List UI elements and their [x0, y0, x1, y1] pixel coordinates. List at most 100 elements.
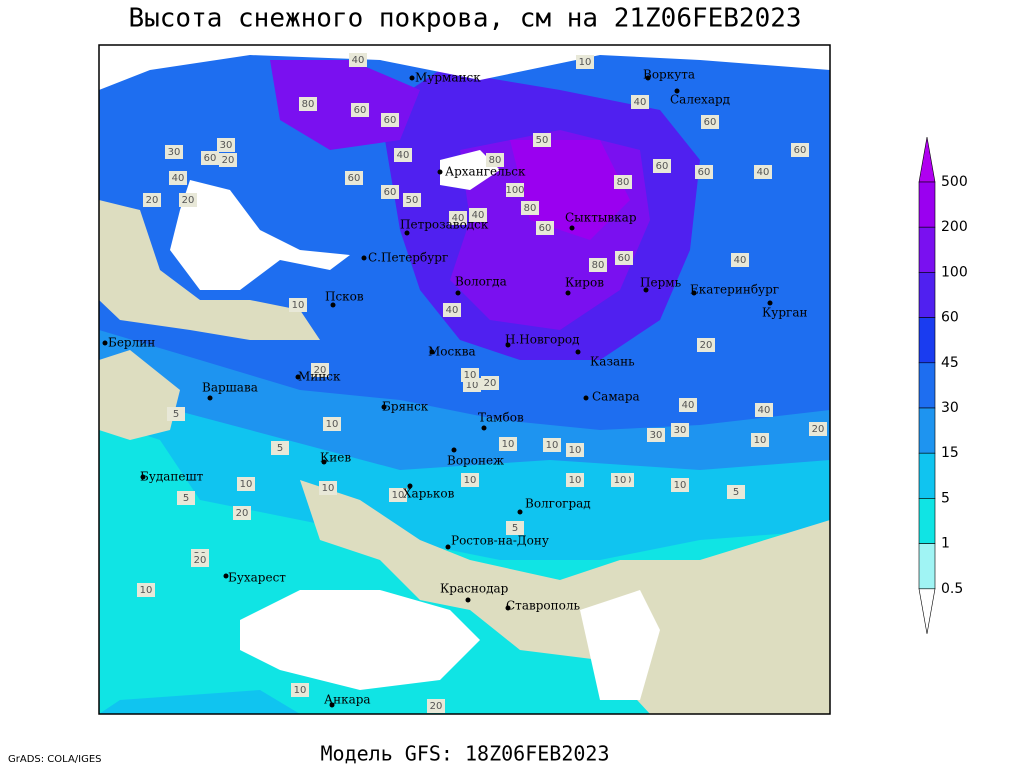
contour-label: 30 — [168, 147, 181, 158]
city-dot — [429, 349, 435, 355]
colorbar-segment — [918, 181, 936, 228]
contour-label-box — [427, 699, 445, 713]
city-label: Варшава — [202, 381, 258, 395]
city-label: Курган — [762, 306, 807, 320]
city-dot — [674, 88, 680, 94]
contour-label-box — [403, 193, 421, 207]
city-dot — [361, 255, 367, 261]
contour-label-box — [291, 683, 309, 697]
cities: Мурманск Воркута Салехард Архангельск Сыктыв… — [102, 68, 807, 708]
contour-label-box — [755, 403, 773, 417]
city-label: Киев — [320, 451, 351, 465]
city-dot — [404, 230, 410, 236]
contour-label: 10 — [502, 439, 515, 450]
contour-label-box — [217, 138, 235, 152]
city-dot — [409, 75, 415, 81]
city-dot — [437, 169, 443, 175]
colorbar-segment — [918, 226, 936, 273]
contour-label-box — [536, 221, 554, 235]
contour-label-box — [394, 148, 412, 162]
contour-label: 50 — [536, 135, 549, 146]
city-dot — [207, 395, 213, 401]
contour-label: 10 — [754, 435, 767, 446]
contour-label-box — [653, 159, 671, 173]
city-label: Казань — [590, 355, 635, 369]
contour-label: 5 — [733, 487, 739, 498]
colorbar-label: 0.5 — [941, 581, 963, 597]
contour-label-box — [351, 103, 369, 117]
contour-label-box — [177, 491, 195, 505]
contour-label-box — [381, 113, 399, 127]
contour-label: 40 — [172, 173, 185, 184]
contour-label-box — [323, 417, 341, 431]
contour-label: 10 — [464, 370, 477, 381]
colorbar-label: 1 — [941, 536, 950, 552]
contour-label-box — [481, 376, 499, 390]
contour-label-box — [754, 165, 772, 179]
city-dot — [102, 340, 108, 346]
contour-label: 40 — [446, 305, 459, 316]
contour-label-box — [137, 583, 155, 597]
contour-label: 60 — [794, 145, 807, 156]
contour-label: 10 — [466, 380, 479, 391]
contour-label: 10 — [569, 475, 582, 486]
city-label: С.Петербург — [368, 251, 448, 265]
contour-label: 60 — [348, 173, 361, 184]
city-label: Киров — [565, 276, 604, 290]
city-dot — [643, 287, 649, 293]
contour-label: 10 — [240, 479, 253, 490]
contour-label: 10 — [292, 300, 305, 311]
city-dot — [583, 395, 589, 401]
contour-label: 100 — [505, 185, 524, 196]
contour-label: 60 — [704, 117, 717, 128]
contour-label: 60 — [618, 253, 631, 264]
city-dot — [505, 605, 511, 611]
contour-label-box — [727, 485, 745, 499]
colorbar: 500 200 100 60 45 30 15 5 1 0.5 — [918, 136, 968, 634]
contour-label-box — [233, 506, 251, 520]
colorbar-label: 45 — [941, 355, 959, 371]
contour-label: 60 — [698, 167, 711, 178]
colorbar-segment — [918, 407, 936, 454]
contour-label-box — [349, 53, 367, 67]
contour-label: 10 — [392, 490, 405, 501]
colorbar-segment — [918, 317, 936, 364]
city-dot — [321, 459, 327, 465]
contour-label-box — [631, 95, 649, 109]
contour-label: 40 — [472, 210, 485, 221]
city-label: Архангельск — [445, 165, 526, 179]
colorbar-label: 200 — [941, 219, 968, 235]
contour-label-box — [695, 165, 713, 179]
city-label: Самара — [592, 390, 640, 404]
city-dot — [451, 447, 457, 453]
contour-label: 10 — [140, 585, 153, 596]
contour-label-box — [589, 258, 607, 272]
contour-label-box — [647, 428, 665, 442]
contour-label-box — [443, 303, 461, 317]
contour-label: 80 — [302, 99, 315, 110]
contour-label-box — [533, 133, 551, 147]
contour-label: 10 — [464, 475, 477, 486]
city-label: Пермь — [640, 276, 682, 290]
city-label: Волгоград — [525, 497, 591, 511]
model-caption: Модель GFS: 18Z06FEB2023 — [321, 742, 610, 766]
city-label: Харьков — [403, 487, 455, 501]
contour-label-box — [169, 171, 187, 185]
city-dot — [445, 544, 451, 550]
contour-label-box — [521, 201, 539, 215]
contour-label-box — [271, 441, 289, 455]
city-dot — [565, 290, 571, 296]
city-label: Минск — [298, 370, 341, 384]
city-label: Петрозаводск — [400, 218, 489, 232]
map — [99, 45, 830, 714]
contour-label: 5 — [277, 443, 283, 454]
title: Высота снежного покрова, см на 21Z06FEB2… — [128, 4, 801, 34]
city-dot — [575, 349, 581, 355]
city-label: Псков — [325, 290, 364, 304]
contour-label: 80 — [524, 203, 537, 214]
city-dot — [223, 573, 229, 579]
city-label: Воркута — [643, 68, 695, 82]
contour-label: 10 — [614, 475, 627, 486]
city-label: Будапешт — [140, 470, 204, 484]
contour-label-box — [299, 97, 317, 111]
